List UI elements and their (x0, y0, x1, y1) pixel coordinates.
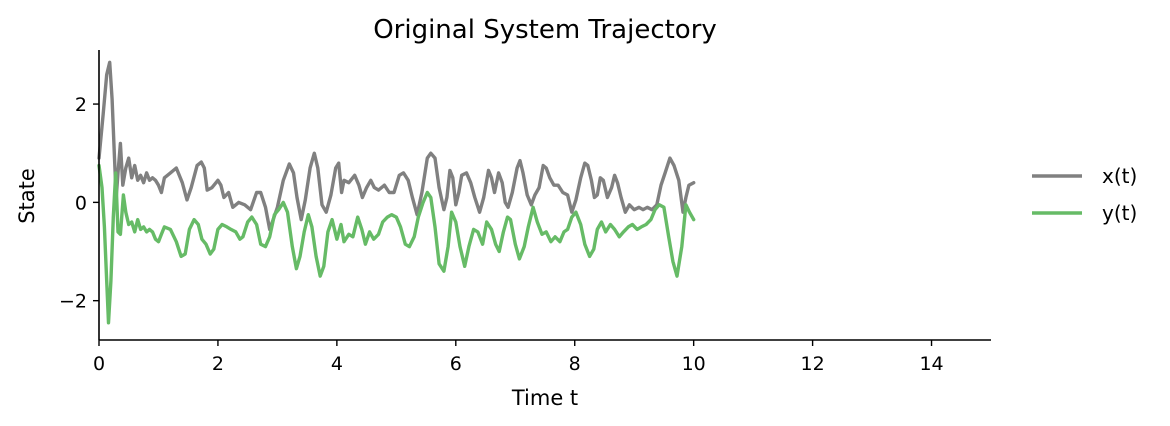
legend: x(t) y(t) (1032, 164, 1137, 225)
x-tick-label: 0 (93, 353, 105, 375)
x-tick-label: 4 (331, 353, 343, 375)
y-tick-label: 2 (75, 94, 87, 116)
x-tick-label: 10 (682, 353, 706, 375)
y-tick-label: 0 (75, 192, 87, 214)
y-axis-label: State (15, 168, 39, 224)
series-line-x (97, 60, 696, 232)
x-tick-label: 8 (569, 353, 581, 375)
x-tick-label: 14 (919, 353, 943, 375)
x-axis-ticks: 0 2 4 6 8 10 12 14 (93, 340, 944, 375)
y-axis-ticks: −2 0 2 (59, 94, 99, 313)
plot-area (97, 60, 696, 325)
legend-label-x: x(t) (1102, 164, 1137, 188)
x-axis-label: Time t (511, 386, 578, 410)
legend-label-y: y(t) (1102, 201, 1137, 225)
y-tick-label: −2 (59, 291, 87, 313)
series-line-y (97, 163, 696, 325)
chart-title: Original System Trajectory (373, 15, 717, 45)
x-tick-label: 6 (450, 353, 462, 375)
x-tick-label: 12 (801, 353, 825, 375)
x-tick-label: 2 (212, 353, 224, 375)
